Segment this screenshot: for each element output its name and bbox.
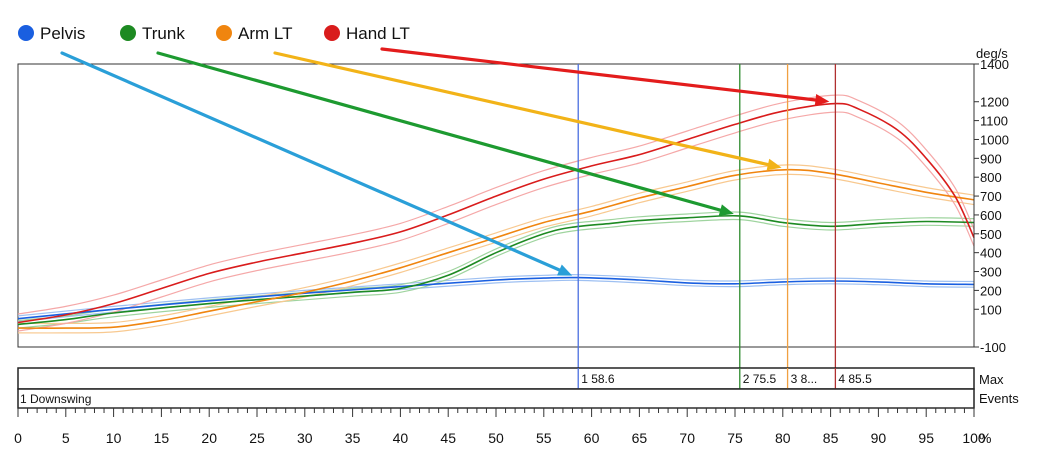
events-band-label: Events (979, 391, 1019, 406)
y-tick-label: 100 (980, 302, 1002, 317)
y-tick-label: -100 (980, 340, 1006, 355)
event-label-1: 1 Downswing (20, 392, 91, 406)
x-tick-label: 0 (14, 430, 22, 446)
legend-label-trunk: Trunk (142, 24, 185, 43)
plot-area (17, 63, 975, 348)
x-tick-label: 45 (440, 430, 456, 446)
arrow-arm-lt (273, 51, 770, 167)
x-tick-label: 90 (871, 430, 887, 446)
events-band: 1 Downswing (17, 388, 975, 409)
legend-label-pelvis: Pelvis (40, 24, 85, 43)
x-tick-label: 5 (62, 430, 70, 446)
series-line-arm-lt (17, 168, 975, 329)
band-upper-arm-lt (17, 164, 975, 325)
max-band-value-1: 1 58.6 (581, 372, 615, 386)
y-tick-label: 300 (980, 265, 1002, 280)
arrow-pelvis (60, 51, 561, 272)
legend-label-arm-lt: Arm LT (238, 24, 292, 43)
max-band-box (17, 367, 975, 390)
arrowhead-hand-lt (814, 94, 830, 106)
legend-dot-hand-lt (324, 25, 340, 41)
legend-label-hand-lt: Hand LT (346, 24, 410, 43)
x-tick-label: 80 (775, 430, 791, 446)
arrow-trunk (156, 51, 722, 212)
y-tick-label: 400 (980, 246, 1002, 261)
y-tick-label: 1400 (980, 57, 1009, 72)
y-tick-label: 1100 (980, 114, 1008, 129)
x-tick-label: 40 (393, 430, 409, 446)
arrowhead-arm-lt (766, 158, 782, 171)
x-tick-label: 70 (679, 430, 695, 446)
x-axis-unit: % (979, 430, 991, 446)
x-tick-label: 25 (249, 430, 265, 446)
max-band: 1 58.6 2 75.5 3 8... 4 85.5 (17, 367, 975, 390)
x-tick-label: 55 (536, 430, 552, 446)
x-tick-label: 50 (488, 430, 504, 446)
series-line-trunk (17, 214, 975, 326)
x-tick-label: 100 (962, 430, 986, 446)
events-band-box (17, 388, 975, 409)
legend-dot-arm-lt (216, 25, 232, 41)
x-tick-label: 20 (201, 430, 217, 446)
y-tick-label: 1200 (980, 95, 1009, 110)
marker-lines (577, 64, 837, 389)
band-upper-trunk (17, 211, 975, 322)
x-tick-label: 95 (918, 430, 934, 446)
y-tick-label: 200 (980, 283, 1002, 298)
legend-dot-trunk (120, 25, 136, 41)
plot-border (17, 63, 975, 348)
y-tick-label: 900 (980, 151, 1002, 166)
y-tick-label: 800 (980, 170, 1002, 185)
max-band-label: Max (979, 372, 1004, 387)
series-line-hand-lt (17, 102, 975, 324)
y-tick-label: 600 (980, 208, 1002, 223)
x-tick-label: 75 (727, 430, 743, 446)
arrowhead-trunk (718, 204, 734, 216)
arrow-hand-lt (380, 47, 818, 102)
y-axis: -100 100 200 300 400 500 600 700 800 900 1000 1100 1… (973, 57, 1009, 355)
band-lower-trunk (17, 218, 975, 329)
band-lower-hand-lt (17, 111, 975, 332)
x-tick-label: 60 (584, 430, 600, 446)
max-band-value-4: 4 85.5 (838, 372, 872, 386)
x-tick-label: 85 (823, 430, 839, 446)
y-tick-label: 500 (980, 227, 1002, 242)
x-tick-label: 35 (345, 430, 361, 446)
x-tick-label: 10 (106, 430, 122, 446)
y-tick-label: 1000 (980, 132, 1009, 147)
max-band-value-2: 2 75.5 (743, 372, 777, 386)
x-axis: 0 5 10 15 20 25 30 35 40 45 50 55 60 65 70 75 80 85 90 95 10… (14, 407, 986, 446)
y-tick-label: 700 (980, 189, 1002, 204)
legend: Pelvis Trunk Arm LT Hand LT (18, 24, 410, 43)
x-tick-label: 30 (297, 430, 313, 446)
arrowhead-pelvis (556, 264, 573, 276)
band-upper-hand-lt (17, 94, 975, 315)
annotation-arrows (60, 47, 830, 276)
legend-dot-pelvis (18, 25, 34, 41)
x-tick-label: 15 (154, 430, 170, 446)
max-band-value-3: 3 8... (791, 372, 818, 386)
y-axis-unit: deg/s (976, 46, 1008, 61)
x-tick-label: 65 (632, 430, 648, 446)
